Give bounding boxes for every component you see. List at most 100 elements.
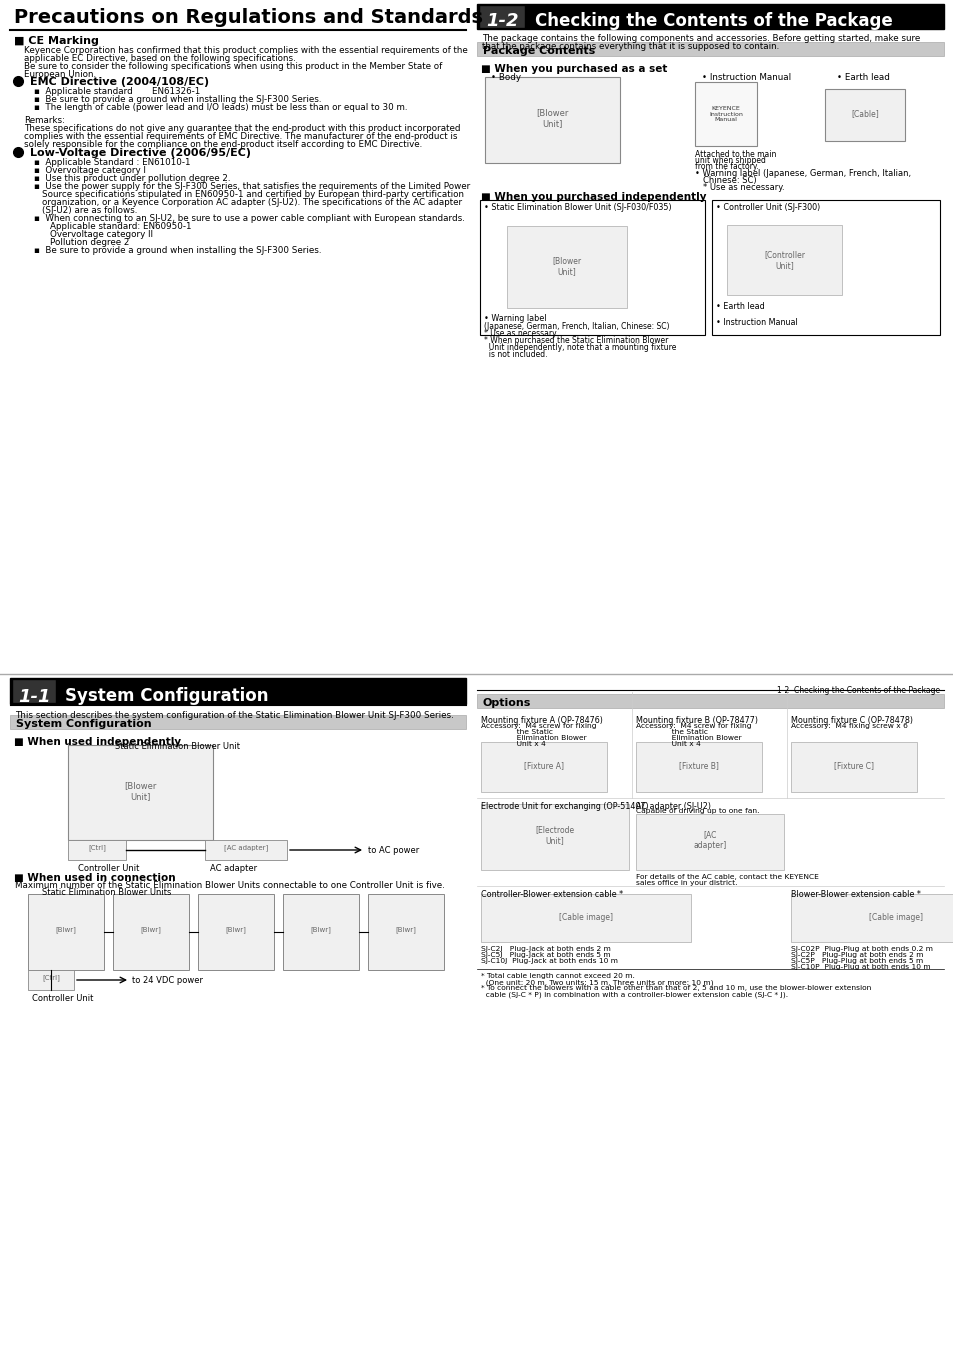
Text: Controller Unit: Controller Unit: [78, 864, 139, 874]
Text: Accessory:  M4 fixing screw x 6: Accessory: M4 fixing screw x 6: [790, 723, 907, 729]
Text: ■ When you purchased independently: ■ When you purchased independently: [480, 191, 706, 202]
Text: SJ-C10J  Plug-Jack at both ends 10 m: SJ-C10J Plug-Jack at both ends 10 m: [480, 958, 618, 964]
Bar: [711, 200, 939, 336]
Text: [Cable]: [Cable]: [850, 109, 878, 119]
Text: [Blwr]: [Blwr]: [225, 926, 246, 933]
Text: ▪  Use the power supply for the SJ-F300 Series, that satisfies the requirements : ▪ Use the power supply for the SJ-F300 S…: [34, 182, 470, 191]
Text: • Warning label: • Warning label: [483, 314, 546, 324]
Text: ▪  Applicable Standard : EN61010-1: ▪ Applicable Standard : EN61010-1: [34, 158, 191, 167]
Text: ▪  When connecting to an SJ-U2, be sure to use a power cable compliant with Euro: ▪ When connecting to an SJ-U2, be sure t…: [34, 214, 464, 222]
Text: SJ-C5P   Plug-Plug at both ends 5 m: SJ-C5P Plug-Plug at both ends 5 m: [790, 958, 923, 964]
Bar: [636, 814, 783, 869]
Text: 1-1: 1-1: [18, 687, 51, 706]
Text: [Blwr]: [Blwr]: [55, 926, 76, 933]
Text: [Cable image]: [Cable image]: [558, 913, 613, 922]
Text: [Controller
Unit]: [Controller Unit]: [763, 251, 804, 270]
Text: AC adapter (SJ-U2): AC adapter (SJ-U2): [636, 802, 710, 811]
Text: [Blwr]: [Blwr]: [140, 926, 161, 933]
Text: ■ When used independently: ■ When used independently: [14, 737, 181, 747]
Text: [Blower
Unit]: [Blower Unit]: [124, 782, 156, 801]
Bar: [205, 840, 287, 860]
Text: [Fixture B]: [Fixture B]: [679, 762, 719, 771]
Bar: [283, 894, 358, 971]
Text: applicable EC Directive, based on the following specifications.: applicable EC Directive, based on the fo…: [24, 54, 295, 63]
Text: • Earth lead: • Earth lead: [836, 73, 889, 82]
Text: ▪  Use this product under pollution degree 2.: ▪ Use this product under pollution degre…: [34, 174, 231, 183]
Text: • Warning label (Japanese, German, French, Italian,: • Warning label (Japanese, German, Frenc…: [695, 168, 910, 178]
Text: • Static Elimination Blower Unit (SJ-F030/F035): • Static Elimination Blower Unit (SJ-F03…: [483, 204, 671, 212]
Text: Chinese: SC): Chinese: SC): [702, 177, 756, 185]
Text: ■ When used in connection: ■ When used in connection: [14, 874, 175, 883]
Text: SJ-C2P   Plug-Plug at both ends 2 m: SJ-C2P Plug-Plug at both ends 2 m: [790, 952, 923, 958]
Text: cable (SJ-C * P) in combination with a controller-blower extension cable (SJ-C *: cable (SJ-C * P) in combination with a c…: [480, 991, 787, 998]
Bar: [28, 971, 74, 989]
Bar: [478, 5, 524, 28]
Text: This section describes the system configuration of the Static Elimination Blower: This section describes the system config…: [15, 710, 454, 720]
Text: 1-2: 1-2: [485, 12, 517, 30]
Text: Mounting fixture C (OP-78478): Mounting fixture C (OP-78478): [790, 716, 912, 725]
Text: • Instruction Manual: • Instruction Manual: [716, 318, 797, 328]
Text: ■ When you purchased as a set: ■ When you purchased as a set: [480, 63, 667, 74]
Bar: [480, 741, 606, 793]
Text: [Fixture A]: [Fixture A]: [523, 762, 563, 771]
Bar: [726, 225, 841, 295]
Text: (Japanese, German, French, Italian, Chinese: SC): (Japanese, German, French, Italian, Chin…: [483, 322, 669, 332]
Text: These specifications do not give any guarantee that the end-product with this pr: These specifications do not give any gua…: [24, 124, 460, 133]
Bar: [112, 894, 189, 971]
Text: ▪  Be sure to provide a ground when installing the SJ-F300 Series.: ▪ Be sure to provide a ground when insta…: [34, 94, 321, 104]
Text: For details of the AC cable, contact the KEYENCE: For details of the AC cable, contact the…: [636, 874, 818, 880]
Text: Package Contents: Package Contents: [482, 46, 595, 57]
Text: Be sure to consider the following specifications when using this product in the : Be sure to consider the following specif…: [24, 62, 442, 71]
Text: [AC
adapter]: [AC adapter]: [693, 830, 726, 849]
Text: Blower-Blower extension cable *: Blower-Blower extension cable *: [790, 890, 920, 899]
Bar: [824, 89, 904, 142]
Text: Remarks:: Remarks:: [24, 116, 65, 125]
Bar: [68, 840, 126, 860]
Text: Controller-Blower extension cable *: Controller-Blower extension cable *: [480, 890, 622, 899]
Text: Source specifications stipulated in EN60950-1 and certified by European third-pa: Source specifications stipulated in EN60…: [42, 190, 463, 200]
Text: Static Elimination Blower Units: Static Elimination Blower Units: [42, 888, 172, 896]
Text: * Total cable length cannot exceed 20 m.: * Total cable length cannot exceed 20 m.: [480, 973, 634, 979]
Bar: [480, 803, 628, 869]
Text: Attached to the main: Attached to the main: [695, 150, 776, 159]
Text: [Ctrl]: [Ctrl]: [42, 975, 60, 981]
Text: Precautions on Regulations and Standards: Precautions on Regulations and Standards: [14, 8, 482, 27]
Text: to 24 VDC power: to 24 VDC power: [132, 976, 203, 985]
Bar: [480, 894, 690, 942]
Text: Unit independently, note that a mounting fixture: Unit independently, note that a mounting…: [483, 342, 676, 352]
Text: • Instruction Manual: • Instruction Manual: [701, 73, 790, 82]
Text: * To connect the blowers with a cable other than that of 2, 5 and 10 m, use the : * To connect the blowers with a cable ot…: [480, 985, 870, 991]
Text: * Use as necessary.: * Use as necessary.: [702, 183, 783, 191]
Text: complies with the essential requirements of EMC Directive. The manufacturer of t: complies with the essential requirements…: [24, 132, 457, 142]
Text: KEYENCE
Instruction
Manual: KEYENCE Instruction Manual: [708, 105, 742, 123]
Text: Electrode Unit for exchanging (OP-51407): Electrode Unit for exchanging (OP-51407): [480, 802, 648, 811]
Text: European Union.: European Union.: [24, 70, 96, 80]
Bar: [28, 894, 104, 971]
Text: [Blwr]: [Blwr]: [395, 926, 416, 933]
Text: [Blwr]: [Blwr]: [311, 926, 331, 933]
Text: Unit x 4: Unit x 4: [636, 741, 700, 747]
Text: [Blower
Unit]: [Blower Unit]: [536, 108, 568, 128]
Text: SJ-C02P  Plug-Plug at both ends 0.2 m: SJ-C02P Plug-Plug at both ends 0.2 m: [790, 946, 932, 952]
Text: • Body: • Body: [491, 73, 520, 82]
Text: * Use as necessary.: * Use as necessary.: [483, 329, 558, 338]
Text: Maximum number of the Static Elimination Blower Units connectable to one Control: Maximum number of the Static Elimination…: [15, 882, 444, 890]
Text: ▪  Be sure to provide a ground when installing the SJ-F300 Series.: ▪ Be sure to provide a ground when insta…: [34, 245, 321, 255]
Text: Applicable standard: EN60950-1: Applicable standard: EN60950-1: [50, 222, 192, 231]
Bar: [68, 745, 213, 840]
Text: [Blower
Unit]: [Blower Unit]: [552, 256, 581, 276]
Text: [Electrode
Unit]: [Electrode Unit]: [535, 825, 574, 845]
Text: System Configuration: System Configuration: [16, 718, 152, 729]
Text: is not included.: is not included.: [483, 350, 547, 359]
Text: ▪  The length of cable (power lead and I/O leads) must be less than or equal to : ▪ The length of cable (power lead and I/…: [34, 102, 407, 112]
Text: EMC Directive (2004/108/EC): EMC Directive (2004/108/EC): [30, 77, 209, 88]
Bar: [476, 4, 943, 30]
Text: Low-Voltage Directive (2006/95/EC): Low-Voltage Directive (2006/95/EC): [30, 148, 251, 158]
Bar: [368, 894, 443, 971]
Text: unit when shipped: unit when shipped: [695, 156, 765, 164]
Text: • Earth lead: • Earth lead: [716, 302, 764, 311]
Text: that the package contains everything that it is supposed to contain.: that the package contains everything tha…: [481, 42, 779, 51]
Text: organization, or a Keyence Corporation AC adapter (SJ-U2). The specifications of: organization, or a Keyence Corporation A…: [42, 198, 461, 208]
Text: Keyence Corporation has confirmed that this product complies with the essential : Keyence Corporation has confirmed that t…: [24, 46, 467, 55]
Text: the Static: the Static: [480, 729, 553, 735]
